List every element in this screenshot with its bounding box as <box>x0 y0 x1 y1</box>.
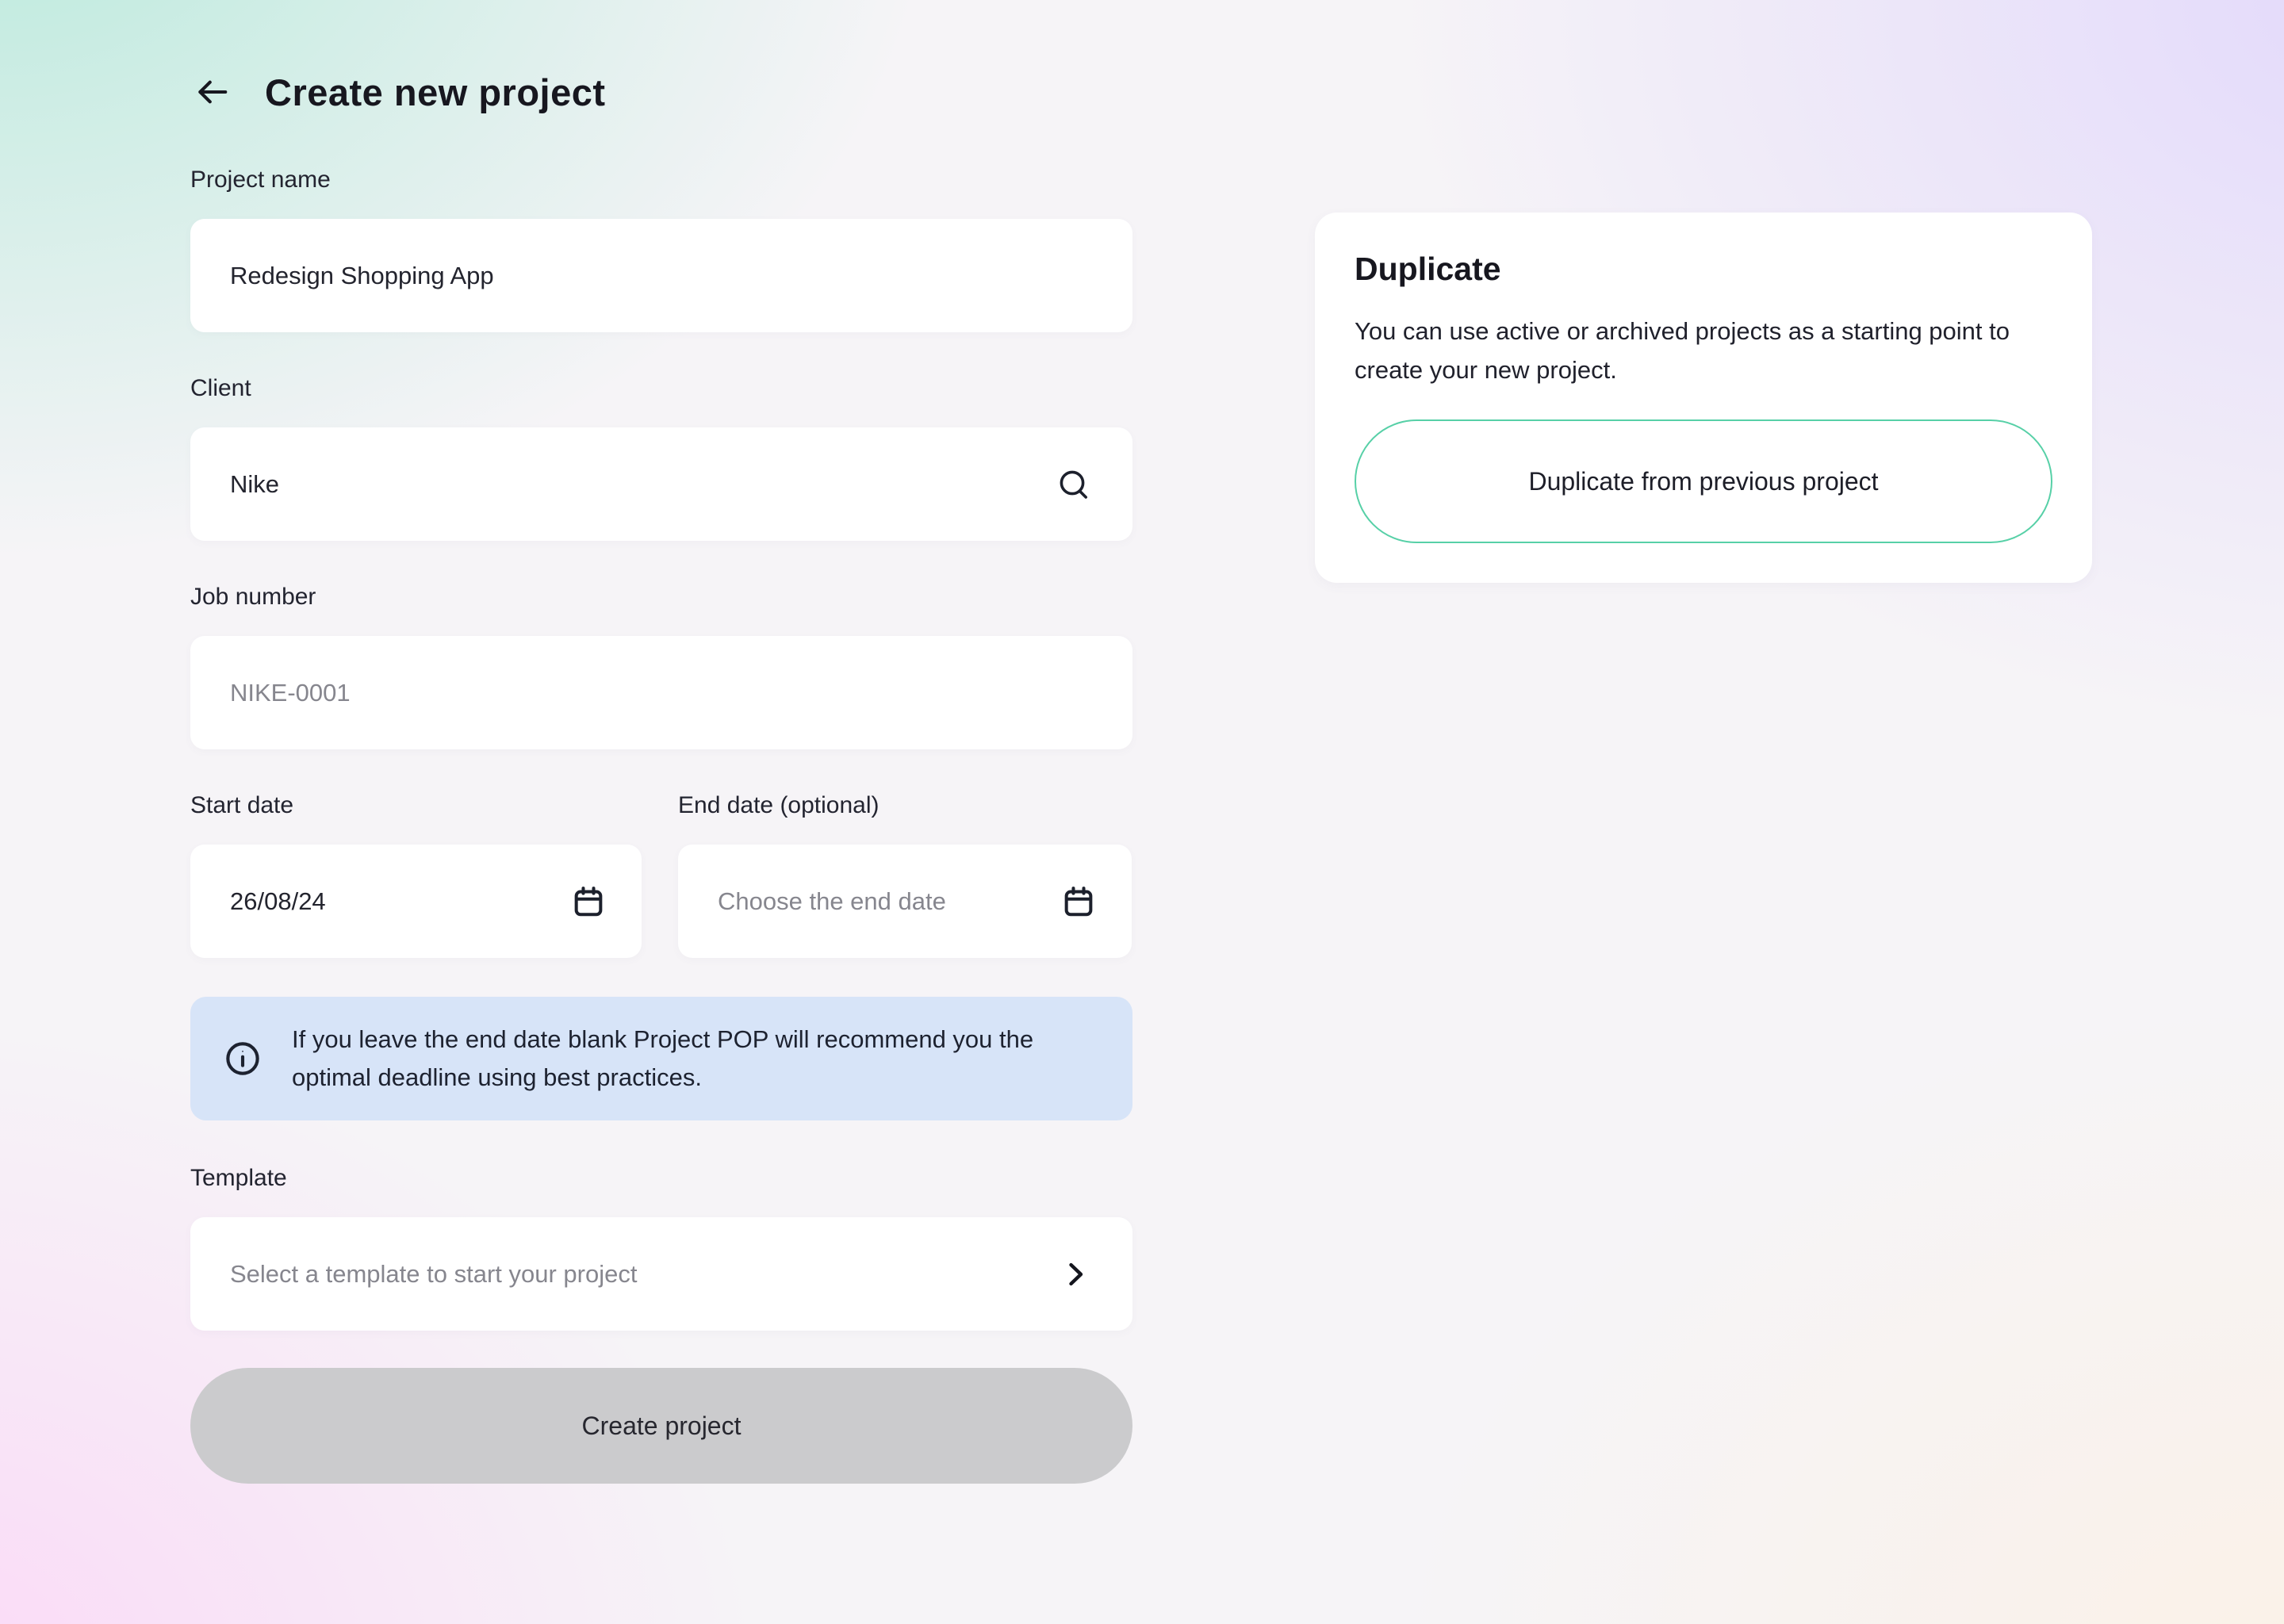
duplicate-title: Duplicate <box>1355 251 1501 287</box>
info-icon <box>222 1038 263 1079</box>
info-banner-text: If you leave the end date blank Project … <box>292 1025 1034 1091</box>
client-section: Client Nike <box>190 375 1132 541</box>
arrow-left-icon <box>192 71 233 113</box>
calendar-icon[interactable] <box>1060 883 1097 920</box>
start-date-value: 26/08/24 <box>230 887 326 915</box>
template-placeholder: Select a template to start your project <box>230 1259 638 1288</box>
search-icon[interactable] <box>1055 465 1093 504</box>
client-label: Client <box>190 375 251 401</box>
end-date-field: End date (optional) Choose the end date <box>678 792 1132 958</box>
create-project-form: Create new project Project name Client N… <box>190 70 1132 1484</box>
template-section: Template Select a template to start your… <box>190 1165 1132 1331</box>
end-date-placeholder: Choose the end date <box>718 887 946 915</box>
job-number-section: Job number <box>190 584 1132 749</box>
chevron-right-icon[interactable] <box>1058 1257 1093 1292</box>
duplicate-from-previous-button[interactable]: Duplicate from previous project <box>1355 419 2052 543</box>
project-name-section: Project name <box>190 167 1132 332</box>
template-label: Template <box>190 1165 287 1191</box>
end-date-input[interactable]: Choose the end date <box>678 845 1132 958</box>
client-search-field[interactable]: Nike <box>190 427 1132 541</box>
job-number-input[interactable] <box>190 636 1132 749</box>
page-title: Create new project <box>265 71 606 113</box>
create-project-button[interactable]: Create project <box>190 1368 1132 1484</box>
project-name-input[interactable] <box>190 219 1132 332</box>
client-value: Nike <box>230 469 280 498</box>
start-date-field: Start date 26/08/24 <box>190 792 642 958</box>
start-date-input[interactable]: 26/08/24 <box>190 845 642 958</box>
duplicate-panel: Duplicate You can use active or archived… <box>1315 213 2092 583</box>
start-date-label: Start date <box>190 792 294 818</box>
end-date-info-banner: If you leave the end date blank Project … <box>190 997 1132 1120</box>
job-number-label: Job number <box>190 584 316 610</box>
template-select[interactable]: Select a template to start your project <box>190 1217 1132 1331</box>
back-button[interactable] <box>190 70 235 114</box>
duplicate-description: You can use active or archived projects … <box>1355 317 2010 384</box>
project-name-label: Project name <box>190 167 331 193</box>
end-date-label: End date (optional) <box>678 792 879 818</box>
calendar-icon[interactable] <box>570 883 607 920</box>
dates-section: Start date 26/08/24 End date (optional) <box>190 792 1132 1120</box>
page-header: Create new project <box>190 70 1132 114</box>
